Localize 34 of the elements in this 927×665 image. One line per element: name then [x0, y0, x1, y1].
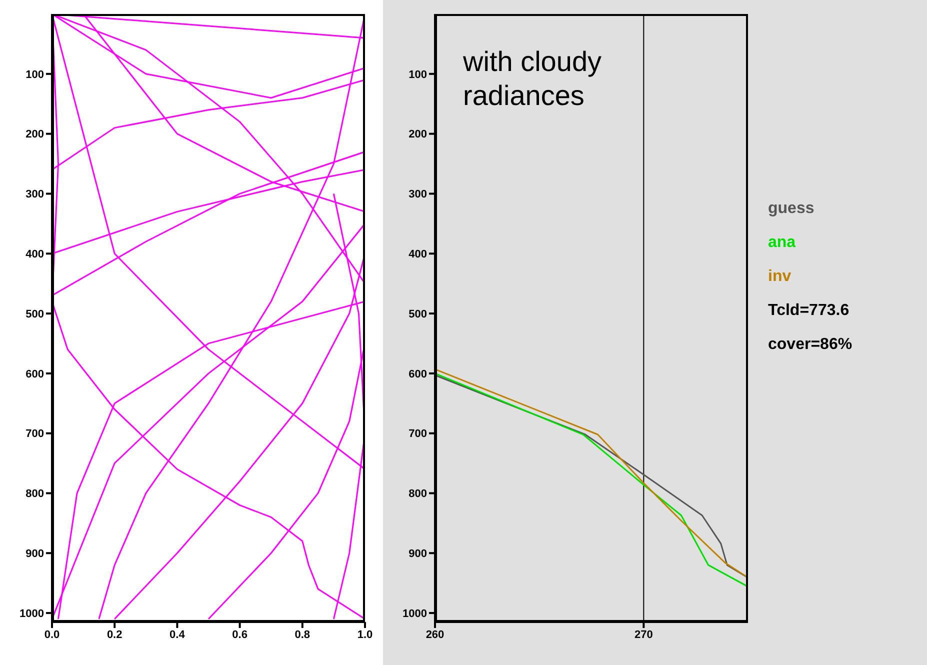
y-tick-label: 500 [408, 308, 427, 320]
x-tick-label: 270 [634, 628, 653, 641]
x-tick-label: 0.4 [170, 628, 186, 641]
y-tick-label: 100 [408, 68, 427, 81]
y-tick-label: 200 [408, 128, 427, 141]
y-tick-label: 800 [26, 488, 44, 500]
y-tick-label: 500 [26, 308, 44, 320]
y-tick-label: 100 [26, 68, 44, 81]
y-tick-label: 400 [26, 248, 44, 261]
text: Tcld=773.6 [768, 302, 850, 321]
text: ana [768, 234, 797, 253]
text: cover=86% [768, 336, 852, 355]
x-tick-label: 0.2 [106, 628, 122, 641]
text: inv [768, 268, 792, 287]
y-tick-label: 700 [408, 428, 427, 440]
y-tick-label: 700 [26, 428, 44, 440]
x-tick-label: 0.6 [232, 628, 248, 641]
x-tick-label: 1.0 [357, 628, 373, 641]
text: guess [768, 200, 816, 219]
y-tick-label: 1000 [20, 608, 44, 620]
annotation: with cloudy radiances [463, 45, 603, 113]
y-tick-label: 1000 [402, 608, 427, 620]
y-tick-label: 400 [408, 248, 427, 261]
x-tick-label: 0.8 [294, 628, 310, 641]
y-tick-label: 600 [408, 368, 427, 380]
y-tick-label: 900 [408, 548, 427, 560]
y-tick-label: 800 [408, 488, 427, 500]
y-tick-label: 600 [26, 368, 44, 380]
y-tick-label: 900 [26, 548, 44, 560]
y-tick-label: 300 [408, 188, 427, 201]
y-tick-label: 200 [26, 128, 44, 141]
y-tick-label: 300 [26, 188, 44, 201]
x-tick-label: 0.0 [44, 628, 60, 641]
x-tick-label: 260 [426, 628, 444, 641]
